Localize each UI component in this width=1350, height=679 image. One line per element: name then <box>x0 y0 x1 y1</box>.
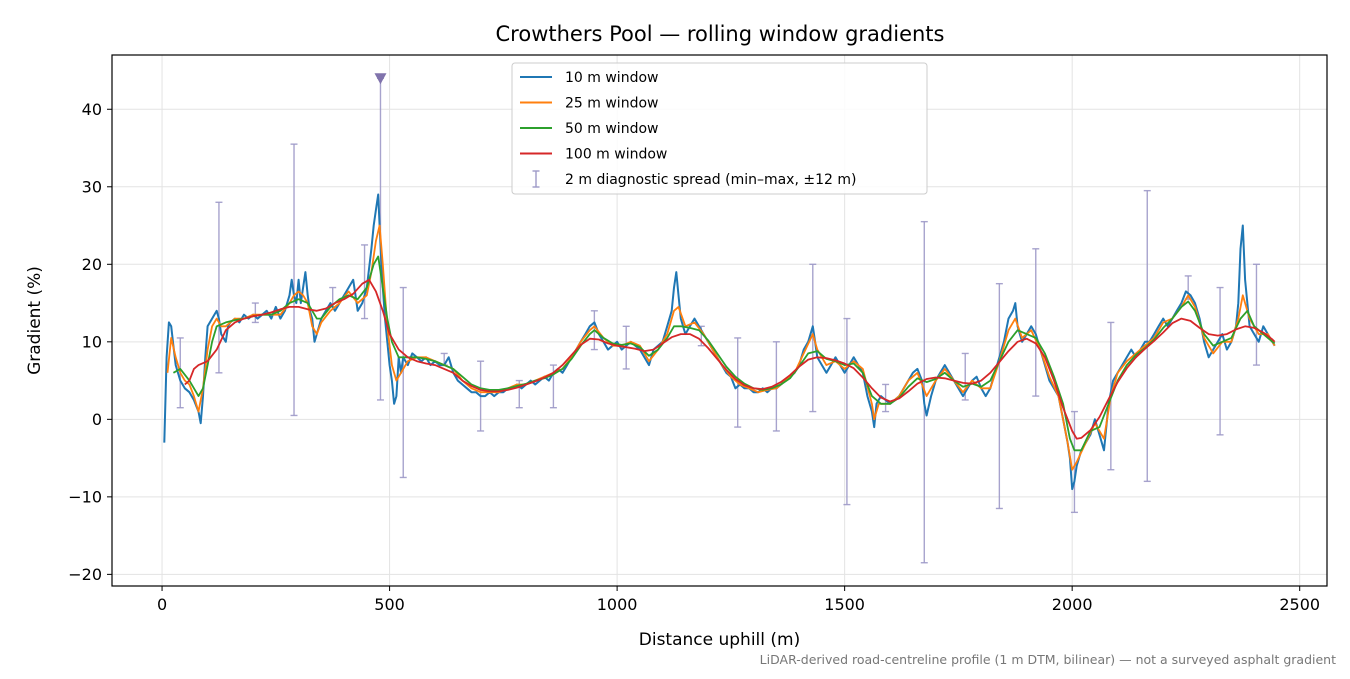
legend-label: 50 m window <box>565 121 658 137</box>
legend: 10 m window 25 m window 50 m window 100 m w… <box>511 62 928 195</box>
diagnostic-spread-errorbar <box>1032 248 1040 397</box>
diagnostic-spread-errorbar <box>290 143 298 417</box>
diagnostic-spread-errorbar <box>399 286 407 479</box>
y-tick-label: −20 <box>68 565 102 584</box>
diagnostic-spread-errorbar <box>1070 410 1078 514</box>
y-tick-label: 20 <box>82 255 102 274</box>
chart-title: Crowthers Pool — rolling window gradient… <box>496 22 945 46</box>
x-tick-label: 2000 <box>1052 595 1093 614</box>
x-tick-label: 2500 <box>1279 595 1320 614</box>
y-axis-label: Gradient (%) <box>25 266 45 375</box>
diagnostic-spread-errorbar <box>843 317 851 506</box>
diagnostic-spread-errorbar <box>1143 189 1151 483</box>
y-tick-label: −10 <box>68 487 102 506</box>
diagnostic-spread-errorbar <box>251 302 259 324</box>
diagnostic-spread-errorbar <box>215 201 223 374</box>
diagnostic-spread-errorbar <box>1216 286 1224 436</box>
diagnostic-spread-errorbar <box>809 263 817 413</box>
plot-frame <box>111 54 1328 587</box>
diagnostic-spread-errorbar <box>1252 263 1260 366</box>
clipped-value-marker <box>374 73 387 85</box>
series-line-100m <box>184 278 1276 440</box>
x-tick-label: 1500 <box>824 595 865 614</box>
y-tick-label: 40 <box>82 100 102 119</box>
legend-swatch-errorbar <box>532 170 540 188</box>
legend-label: 10 m window <box>565 70 658 86</box>
diagnostic-spread-errorbar <box>995 282 1003 510</box>
y-tick-label: 10 <box>82 332 102 351</box>
x-tick-label: 500 <box>374 595 405 614</box>
legend-label: 2 m diagnostic spread (min–max, ±12 m) <box>565 172 856 188</box>
diagnostic-spread-errorbar <box>882 383 890 413</box>
legend-label: 100 m window <box>565 147 667 163</box>
series-line-25m <box>166 224 1276 471</box>
y-tick-label: 30 <box>82 177 102 196</box>
footnote: LiDAR-derived road-centreline profile (1… <box>760 652 1336 667</box>
x-tick-label: 0 <box>157 595 167 614</box>
series-line-50m <box>172 255 1276 452</box>
x-axis-label: Distance uphill (m) <box>639 630 800 650</box>
legend-box <box>511 62 928 195</box>
y-tick-label: 0 <box>92 410 102 429</box>
legend-label: 25 m window <box>565 96 658 112</box>
x-tick-label: 1000 <box>597 595 638 614</box>
